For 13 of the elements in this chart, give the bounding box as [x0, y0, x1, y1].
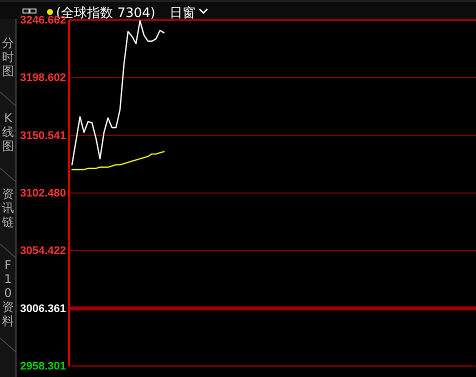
line-series	[71, 20, 165, 166]
annotation: 日窗	[169, 5, 196, 21]
text: K线图	[2, 111, 14, 153]
y-tick-label: 2958.301	[20, 360, 66, 373]
y-tick-label: 3054.422	[20, 245, 66, 258]
text: F10资料	[2, 258, 14, 328]
y-tick-label: 3198.602	[20, 72, 66, 84]
text: 分时图	[2, 36, 14, 78]
line-series	[71, 150, 165, 170]
y-tick-label: 3102.480	[20, 188, 66, 200]
y-tick-label: 3006.361	[20, 302, 66, 315]
text: 资讯链	[1, 187, 14, 229]
y-tick-label: 3150.541	[20, 130, 66, 142]
